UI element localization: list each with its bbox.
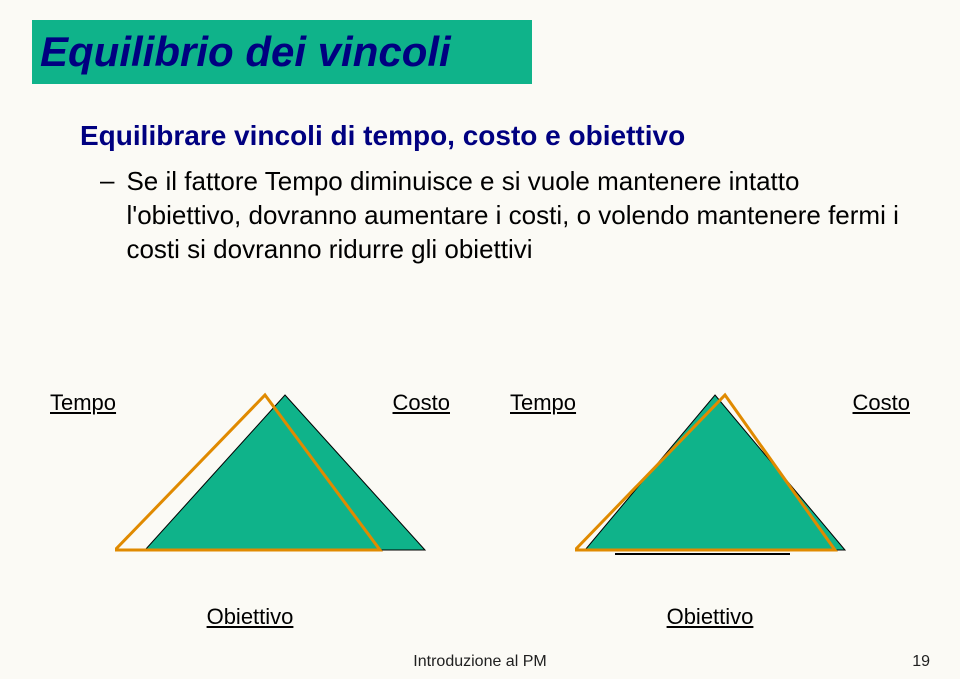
bullet-text: Se il fattore Tempo diminuisce e si vuol…	[126, 164, 900, 266]
triangle-outline-shape	[575, 395, 835, 550]
page-number: 19	[912, 653, 930, 671]
triangle-wrap-right	[500, 390, 920, 560]
label-obiettivo: Obiettivo	[500, 604, 920, 630]
triangle-stack-left	[115, 390, 385, 560]
bullet-dash: –	[100, 164, 114, 196]
slide-title: Equilibrio dei vincoli	[40, 28, 451, 75]
footer-center: Introduzione al PM	[0, 653, 960, 671]
diagram-right: Tempo Costo Obiettivo	[500, 370, 920, 630]
triangle-stack-right	[575, 390, 845, 560]
triangle-wrap-left	[40, 390, 460, 560]
triangle-outline-shape	[115, 395, 380, 550]
label-obiettivo: Obiettivo	[40, 604, 460, 630]
title-bar: Equilibrio dei vincoli	[32, 20, 532, 84]
diagram-row: Tempo Costo Obiettivo Tempo Costo	[40, 370, 920, 630]
triangle-outline-right	[575, 390, 895, 560]
slide-body: Equilibrare vincoli di tempo, costo e ob…	[80, 120, 900, 266]
bullet-row: – Se il fattore Tempo diminuisce e si vu…	[80, 164, 900, 266]
diagram-left: Tempo Costo Obiettivo	[40, 370, 460, 630]
slide: Equilibrio dei vincoli Equilibrare vinco…	[0, 0, 960, 679]
triangle-outline-left	[115, 390, 435, 560]
lead-line: Equilibrare vincoli di tempo, costo e ob…	[80, 120, 900, 152]
